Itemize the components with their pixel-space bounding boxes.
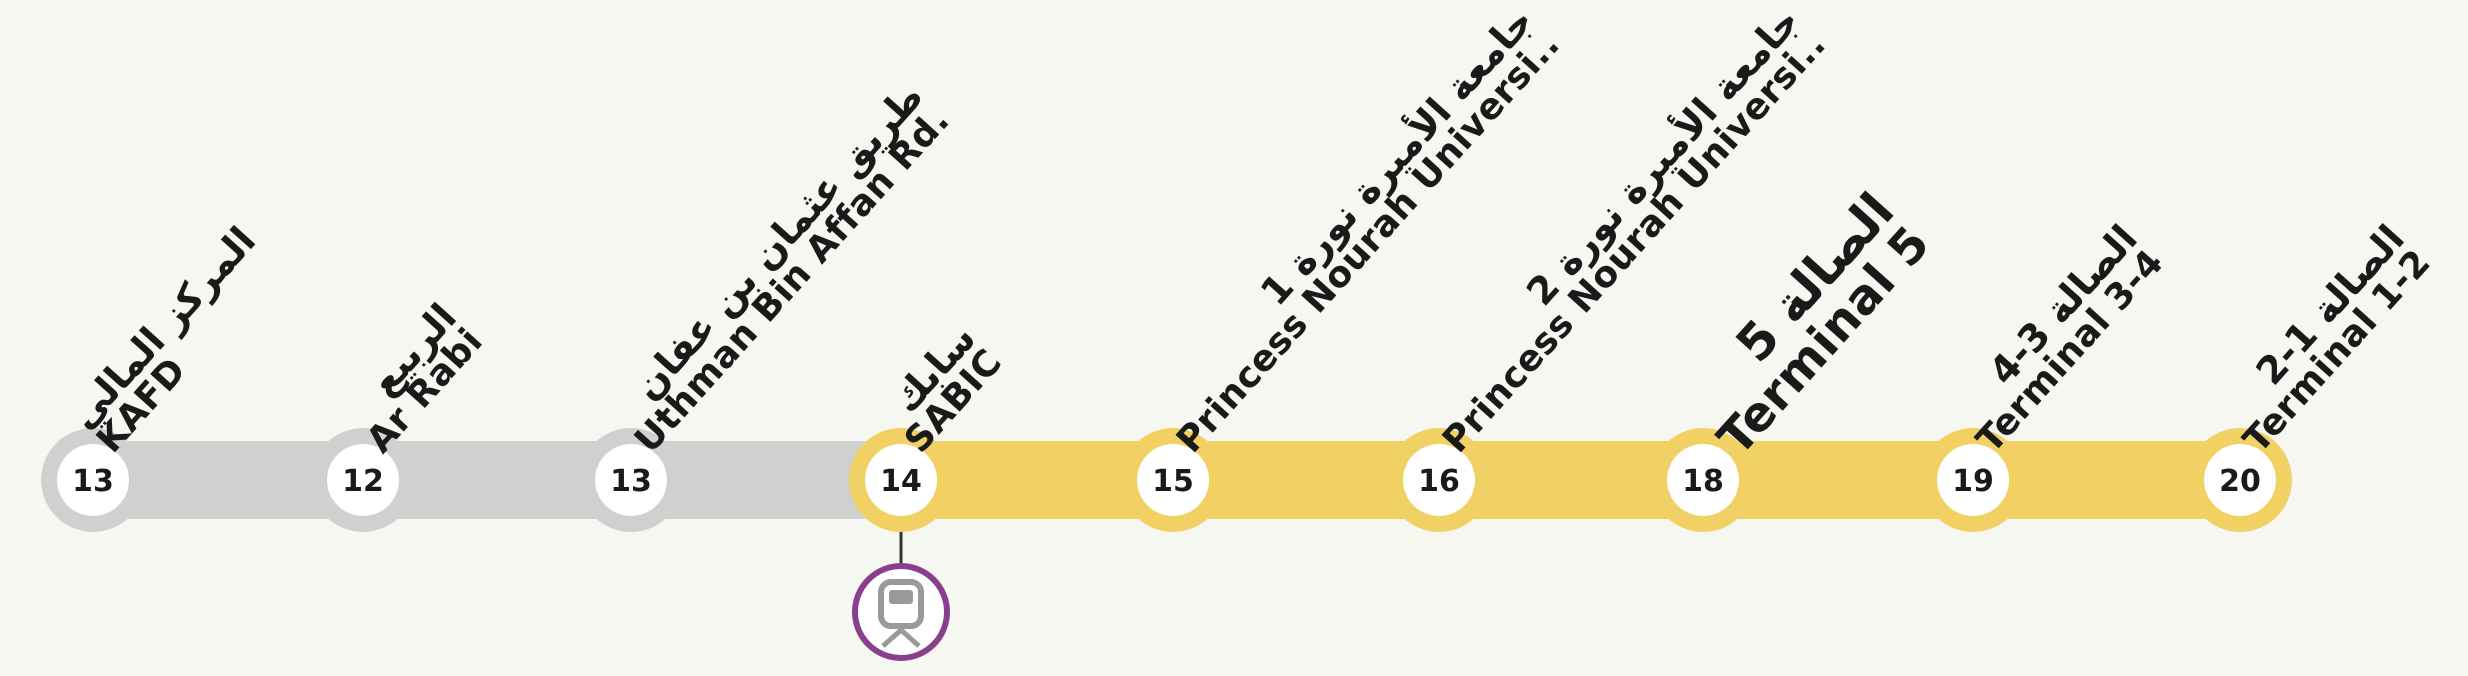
station-number: 13 <box>610 464 652 499</box>
station-node[interactable]: 12 <box>311 428 415 532</box>
station-node-center <box>2204 444 2276 516</box>
station-node-center <box>865 444 937 516</box>
station-node[interactable]: 18 <box>1651 428 1755 532</box>
station-node[interactable]: 19 <box>1921 428 2025 532</box>
station-nodes: 13 12 13 14 15 16 18 19 20 <box>41 428 2292 532</box>
station-node[interactable]: 16 <box>1387 428 1491 532</box>
station-node-center <box>327 444 399 516</box>
station-node[interactable]: 14 <box>849 428 953 532</box>
line-track-active <box>901 441 2240 519</box>
train-rails <box>881 626 921 648</box>
station-number: 16 <box>1418 464 1460 499</box>
station-number: 15 <box>1152 464 1194 499</box>
station-number: 13 <box>72 464 114 499</box>
station-node-center <box>57 444 129 516</box>
line-track-inactive <box>93 441 901 519</box>
station-node-center <box>1137 444 1209 516</box>
station-number: 12 <box>342 464 384 499</box>
station-node[interactable]: 20 <box>2188 428 2292 532</box>
station-node-center <box>1403 444 1475 516</box>
station-number: 19 <box>1952 464 1994 499</box>
station-node[interactable]: 13 <box>41 428 145 532</box>
station-node-center <box>1667 444 1739 516</box>
station-number: 18 <box>1682 464 1724 499</box>
train-body <box>878 579 924 629</box>
train-window <box>889 590 913 604</box>
station-node[interactable]: 15 <box>1121 428 1225 532</box>
metro-train-icon <box>852 563 950 661</box>
transfer-ring <box>852 563 950 661</box>
station-node-center <box>1937 444 2009 516</box>
station-number: 20 <box>2219 464 2261 499</box>
station-node[interactable]: 13 <box>579 428 683 532</box>
station-node-center <box>595 444 667 516</box>
station-number: 14 <box>880 464 922 499</box>
